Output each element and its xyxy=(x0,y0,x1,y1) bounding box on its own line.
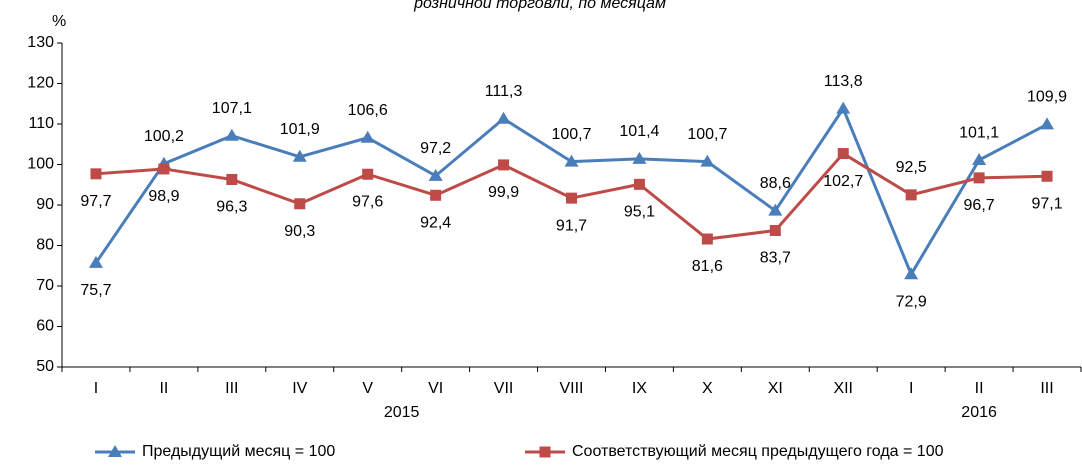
data-label: 97,1 xyxy=(1031,195,1062,212)
data-label: 111,3 xyxy=(485,83,523,100)
data-point xyxy=(1041,170,1053,182)
data-label: 101,4 xyxy=(619,123,659,140)
x-tick-label: IV xyxy=(292,380,307,397)
legend-marker xyxy=(108,445,122,457)
data-label: 90,3 xyxy=(284,223,315,240)
data-label: 107,1 xyxy=(212,100,252,117)
data-label: 106,6 xyxy=(348,102,388,119)
data-point xyxy=(701,233,713,245)
x-tick-label: II xyxy=(159,380,168,397)
data-label: 81,6 xyxy=(692,258,723,275)
data-label: 101,9 xyxy=(280,121,320,138)
data-point xyxy=(88,255,103,268)
x-tick-label: XI xyxy=(768,380,783,397)
x-tick-label: III xyxy=(1040,380,1053,397)
data-label: 102,7 xyxy=(823,173,863,190)
data-label: 88,6 xyxy=(760,175,791,192)
y-tick-label: 80 xyxy=(36,237,54,254)
data-point xyxy=(632,151,647,164)
data-label: 98,9 xyxy=(148,188,179,205)
data-point xyxy=(566,192,577,204)
data-point xyxy=(633,178,645,190)
x-tick-label: I xyxy=(909,380,913,397)
data-label: 100,7 xyxy=(551,126,591,143)
data-point xyxy=(292,149,307,162)
y-tick-label: 100 xyxy=(27,156,54,173)
y-tick-label: 90 xyxy=(36,196,54,213)
data-point xyxy=(362,168,374,180)
data-point xyxy=(904,267,919,280)
data-label: 75,7 xyxy=(80,282,111,299)
data-point xyxy=(564,154,579,167)
data-point xyxy=(294,198,306,210)
x-tick-label: VIII xyxy=(559,380,583,397)
data-point xyxy=(90,168,102,180)
data-point xyxy=(768,203,783,216)
data-point xyxy=(226,173,238,185)
y-axis-label: % xyxy=(52,13,66,30)
x-tick-label: V xyxy=(362,380,373,397)
data-point xyxy=(224,128,239,141)
data-label: 97,6 xyxy=(352,193,383,210)
x-tick-label: II xyxy=(975,380,984,397)
data-label: 113,8 xyxy=(824,73,863,90)
y-tick-label: 130 xyxy=(27,34,54,51)
chart-title: розничной торговли, по месяцам xyxy=(413,0,666,12)
data-label: 99,9 xyxy=(488,184,519,201)
x-tick-label: VI xyxy=(428,380,443,397)
data-point xyxy=(836,101,851,114)
data-label: 97,7 xyxy=(80,193,111,210)
data-point xyxy=(769,225,781,237)
data-point xyxy=(972,153,987,166)
data-point xyxy=(498,159,510,171)
data-point xyxy=(360,130,375,143)
data-point xyxy=(973,172,985,184)
x-tick-label: I xyxy=(94,380,98,397)
year-label: 2016 xyxy=(961,404,997,421)
data-label: 100,2 xyxy=(144,128,184,145)
y-tick-label: 120 xyxy=(27,75,54,92)
data-label: 72,9 xyxy=(896,293,927,310)
legend-marker xyxy=(539,446,551,458)
y-tick-label: 110 xyxy=(28,115,54,132)
data-point xyxy=(1040,117,1055,130)
y-tick-label: 60 xyxy=(36,318,54,335)
data-label: 91,7 xyxy=(556,217,587,234)
data-label: 100,7 xyxy=(687,126,727,143)
y-tick-label: 50 xyxy=(36,358,54,375)
data-label: 109,9 xyxy=(1027,89,1067,106)
data-point xyxy=(905,189,917,201)
data-label: 97,2 xyxy=(420,140,451,157)
data-label: 83,7 xyxy=(760,250,791,267)
x-tick-label: IX xyxy=(632,380,647,397)
data-point xyxy=(158,163,170,175)
x-tick-label: XII xyxy=(833,380,853,397)
data-label: 101,1 xyxy=(959,124,999,141)
legend-label: Соответствующий месяц предыдущего года =… xyxy=(572,443,944,460)
x-tick-label: X xyxy=(702,380,713,397)
data-point xyxy=(428,168,443,181)
data-label: 96,7 xyxy=(964,197,995,214)
x-tick-label: VII xyxy=(494,380,514,397)
x-tick-label: III xyxy=(225,380,238,397)
data-point xyxy=(430,189,442,201)
data-point xyxy=(496,111,511,124)
y-tick-label: 70 xyxy=(36,277,54,294)
data-point xyxy=(700,154,715,167)
year-label: 2015 xyxy=(384,404,420,421)
data-label: 95,1 xyxy=(624,204,655,221)
legend-label: Предыдущий месяц = 100 xyxy=(142,443,335,460)
data-label: 96,3 xyxy=(216,199,247,216)
data-label: 92,4 xyxy=(420,214,451,231)
data-label: 92,5 xyxy=(896,159,927,176)
data-point xyxy=(837,148,849,160)
